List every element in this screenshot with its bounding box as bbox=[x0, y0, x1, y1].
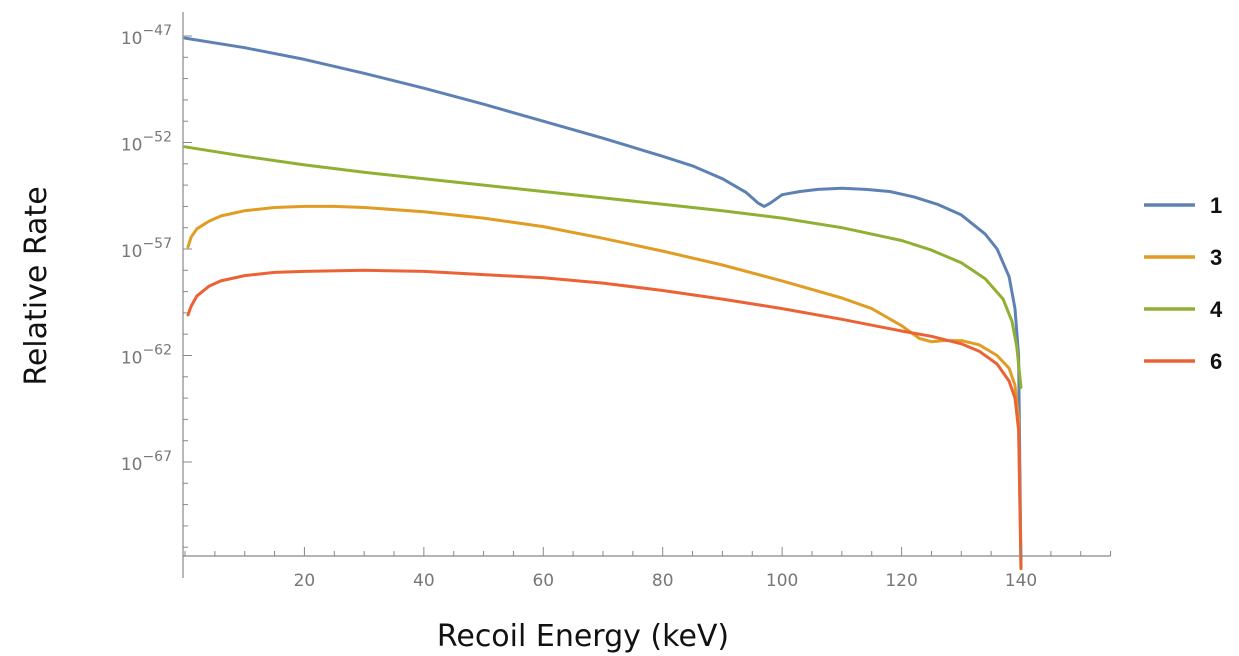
x-tick-label: 60 bbox=[532, 571, 554, 591]
y-tick-label: 10−67 bbox=[121, 449, 172, 475]
x-tick-label: 100 bbox=[766, 571, 798, 591]
y-tick-label: 10−57 bbox=[121, 236, 172, 262]
y-tick-label: 10−62 bbox=[121, 343, 172, 369]
legend-label-1: 1 bbox=[1210, 193, 1222, 218]
y-tick-label: 10−47 bbox=[121, 23, 172, 49]
x-tick-label: 40 bbox=[413, 571, 435, 591]
legend-label-3: 3 bbox=[1210, 245, 1222, 270]
series-line-6 bbox=[186, 268, 1023, 570]
series-line-1 bbox=[183, 36, 1023, 570]
x-tick-label: 80 bbox=[652, 571, 674, 591]
x-axis: 20 40 60 80 100 120 140 bbox=[183, 547, 1112, 591]
series-line-3 bbox=[186, 204, 1023, 570]
x-tick-label: 20 bbox=[294, 571, 316, 591]
x-tick-label: 140 bbox=[1005, 571, 1037, 591]
legend-label-4: 4 bbox=[1210, 297, 1223, 322]
legend-label-6: 6 bbox=[1210, 349, 1222, 374]
x-tick-label: 120 bbox=[885, 571, 917, 591]
legend: 1 3 4 6 bbox=[1144, 193, 1223, 374]
y-axis-title: Relative Rate bbox=[19, 186, 54, 385]
series-line-4 bbox=[183, 145, 1023, 389]
y-tick-label: 10−52 bbox=[121, 130, 172, 156]
y-axis: 10−47 10−52 10−57 10−62 10−67 bbox=[121, 12, 192, 578]
x-axis-title: Recoil Energy (keV) bbox=[437, 619, 729, 654]
series-layer bbox=[183, 36, 1023, 570]
